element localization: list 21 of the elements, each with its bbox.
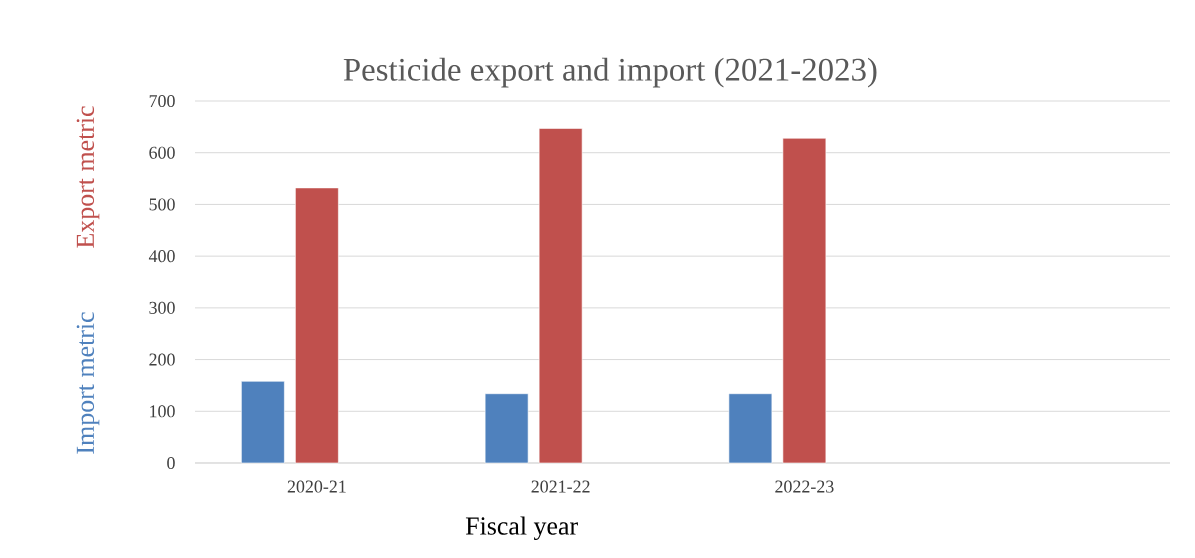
y-tick-label: 400 (148, 250, 175, 263)
x-tick-label: 2021-22 (531, 480, 590, 493)
chart-title: Pesticide export and import (2021-2023) (343, 57, 877, 88)
bar (782, 137, 827, 464)
y-tick-label: 200 (149, 353, 175, 366)
x-tick-label: 2020-21 (287, 480, 346, 493)
y-tick-label: 300 (149, 301, 175, 314)
x-axis-title: Fiscal year (465, 516, 578, 541)
text: Export metric (76, 106, 100, 248)
y-tick-label: 0 (167, 456, 175, 470)
bar (295, 187, 339, 464)
y-tick-label: 500 (149, 198, 175, 211)
text: Import metric (76, 312, 100, 454)
bar (538, 128, 583, 464)
y-tick-label: 100 (150, 405, 175, 418)
bar (241, 380, 285, 464)
bar (484, 393, 529, 464)
bar (728, 393, 773, 464)
y-tick-label: 700 (149, 94, 175, 108)
x-tick-label: 2022-23 (775, 480, 834, 493)
y-tick-label: 600 (149, 146, 175, 159)
